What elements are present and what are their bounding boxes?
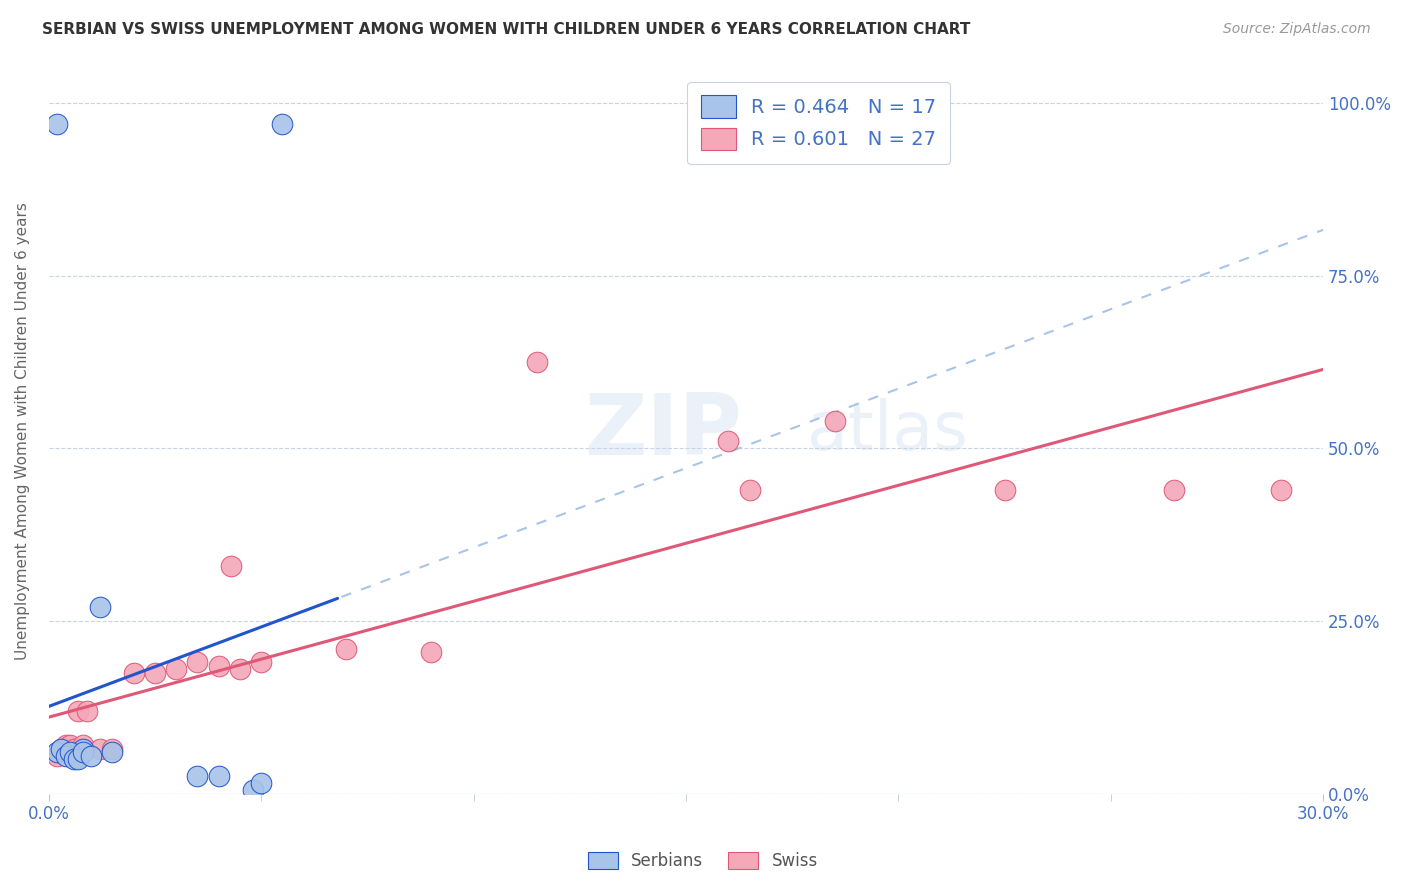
Text: ZIP: ZIP [583, 390, 742, 473]
Point [63, 741, 86, 756]
Point [101, 741, 124, 756]
Point [67, 752, 90, 766]
Point [46, 117, 69, 131]
Point [46, 748, 69, 763]
Text: SERBIAN VS SWISS UNEMPLOYMENT AMONG WOMEN WITH CHILDREN UNDER 6 YEARS CORRELATIO: SERBIAN VS SWISS UNEMPLOYMENT AMONG WOME… [42, 22, 970, 37]
Point [55, 748, 77, 763]
Point [72, 739, 94, 753]
Point [1163, 483, 1185, 497]
Point [229, 662, 252, 676]
Point [717, 434, 740, 449]
Point [165, 662, 187, 676]
Point [250, 656, 273, 670]
Point [526, 355, 548, 369]
Point [143, 665, 166, 680]
Point [186, 769, 208, 783]
Legend: Serbians, Swiss: Serbians, Swiss [581, 845, 825, 877]
Point [271, 117, 294, 131]
Point [89, 741, 111, 756]
Point [122, 665, 145, 680]
Point [242, 782, 264, 797]
Point [51, 741, 73, 756]
Point [186, 656, 208, 670]
Y-axis label: Unemployment Among Women with Children Under 6 years: Unemployment Among Women with Children U… [15, 202, 30, 660]
Point [59, 745, 82, 759]
Point [738, 483, 761, 497]
Point [993, 483, 1015, 497]
Point [1270, 483, 1292, 497]
Point [67, 704, 90, 718]
Point [208, 769, 231, 783]
Point [101, 745, 124, 759]
Legend: R = 0.464   N = 17, R = 0.601   N = 27: R = 0.464 N = 17, R = 0.601 N = 27 [688, 82, 950, 164]
Point [221, 558, 243, 573]
Point [335, 641, 357, 656]
Point [51, 741, 73, 756]
Point [63, 752, 86, 766]
Point [72, 741, 94, 756]
Point [55, 739, 77, 753]
Text: atlas: atlas [807, 398, 967, 464]
Point [46, 745, 69, 759]
Point [72, 745, 94, 759]
Point [80, 748, 103, 763]
Point [824, 414, 846, 428]
Point [420, 645, 443, 659]
Point [208, 659, 231, 673]
Point [59, 739, 82, 753]
Point [76, 704, 98, 718]
Text: Source: ZipAtlas.com: Source: ZipAtlas.com [1223, 22, 1371, 37]
Point [250, 776, 273, 790]
Point [89, 600, 111, 615]
